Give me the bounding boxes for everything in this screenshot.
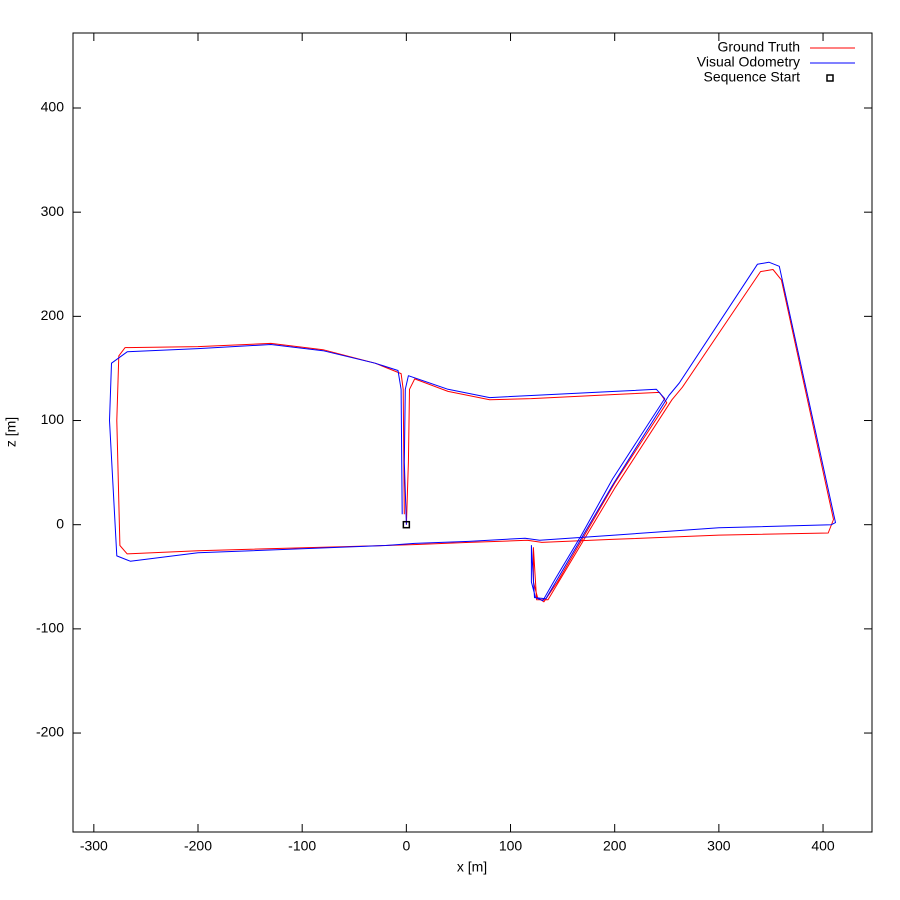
x-tick-label: 200 — [603, 838, 627, 854]
y-tick-label: -200 — [36, 724, 64, 740]
x-tick-label: 400 — [811, 838, 835, 854]
y-tick-label: 400 — [41, 99, 65, 115]
legend-label: Ground Truth — [718, 39, 801, 55]
trajectory — [116, 269, 834, 603]
plot-frame — [72, 32, 873, 833]
x-axis-label: x [m] — [457, 859, 487, 875]
legend-label: Sequence Start — [703, 69, 800, 85]
y-tick-label: -100 — [36, 620, 64, 636]
trajectory — [109, 261, 836, 602]
x-tick-label: 100 — [499, 838, 523, 854]
y-axis-label: z [m] — [3, 417, 19, 447]
x-tick-label: -300 — [80, 838, 108, 854]
y-tick-label: 300 — [41, 203, 65, 219]
legend-marker — [826, 74, 834, 82]
y-tick-label: 200 — [41, 307, 65, 323]
x-tick-label: 0 — [402, 838, 410, 854]
x-tick-label: -100 — [288, 838, 316, 854]
start-marker — [402, 520, 411, 529]
x-tick-label: -200 — [184, 838, 212, 854]
y-tick-label: 0 — [56, 515, 64, 531]
x-tick-label: 300 — [707, 838, 731, 854]
y-tick-label: 100 — [41, 411, 65, 427]
legend-label: Visual Odometry — [697, 54, 800, 70]
